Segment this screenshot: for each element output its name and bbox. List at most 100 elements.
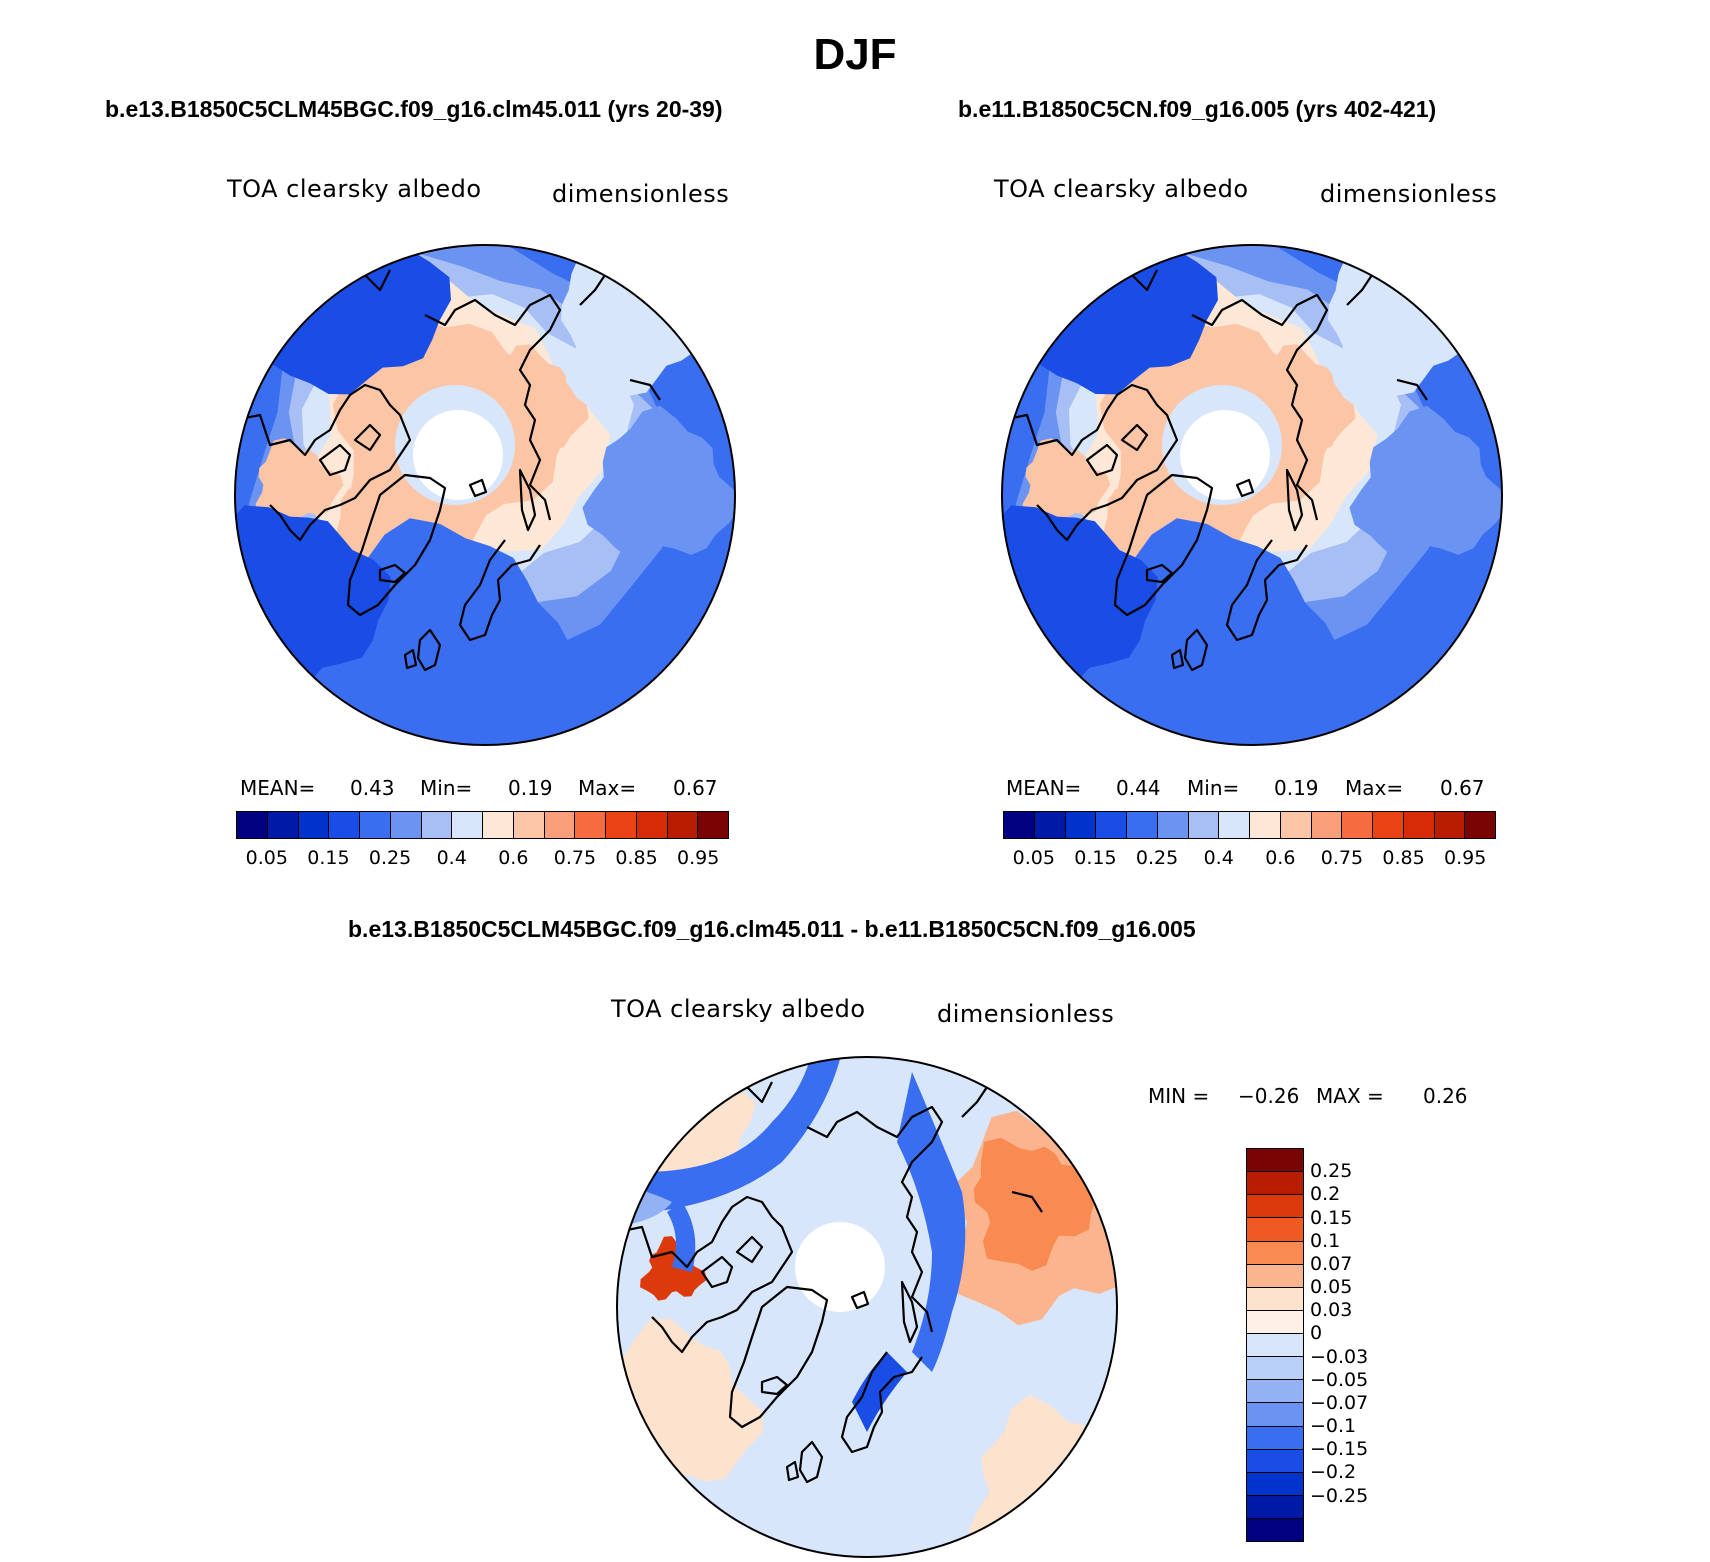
colorbar-tick-label: 0.15 bbox=[307, 847, 350, 869]
panel1-colorbar bbox=[236, 811, 729, 839]
colorbar-tick-label: 0.75 bbox=[1320, 847, 1364, 869]
colorbar-box bbox=[1247, 1334, 1303, 1358]
colorbar-tick-label: −0.25 bbox=[1310, 1484, 1369, 1507]
colorbar-tick-label: 0.4 bbox=[1203, 847, 1234, 869]
colorbar-box bbox=[329, 812, 360, 838]
colorbar-tick-label: −0.07 bbox=[1310, 1391, 1369, 1414]
colorbar-box bbox=[421, 812, 453, 838]
colorbar-box bbox=[1034, 812, 1066, 838]
colorbar-box bbox=[1434, 812, 1466, 838]
panel2-max-value: 0.67 bbox=[1440, 776, 1485, 800]
colorbar-box bbox=[1127, 812, 1158, 838]
colorbar-box bbox=[1311, 812, 1343, 838]
colorbar-box bbox=[1247, 1403, 1303, 1427]
colorbar-tick-label: −0.15 bbox=[1310, 1438, 1369, 1461]
colorbar-box bbox=[1247, 1172, 1303, 1196]
panel1-mean-value: 0.43 bbox=[350, 776, 395, 800]
colorbar-box bbox=[698, 812, 728, 838]
colorbar-tick-label: 0.25 bbox=[1310, 1160, 1353, 1183]
colorbar-tick-label: 0.85 bbox=[1382, 847, 1425, 869]
colorbar-box bbox=[1188, 812, 1220, 838]
colorbar-tick-label: 0.15 bbox=[1074, 847, 1117, 869]
colorbar-box bbox=[452, 812, 483, 838]
colorbar-box bbox=[1247, 1149, 1303, 1173]
colorbar-box bbox=[1247, 1195, 1303, 1219]
colorbar-box bbox=[1219, 812, 1250, 838]
panel1-mean-label: MEAN= bbox=[240, 776, 316, 800]
colorbar-box bbox=[1065, 812, 1097, 838]
colorbar-tick-label: 0.1 bbox=[1310, 1229, 1341, 1252]
panel2-case-title: b.e11.B1850C5CN.f09_g16.005 (yrs 402-421… bbox=[958, 96, 1437, 122]
colorbar-tick-label: 0.15 bbox=[1310, 1206, 1353, 1229]
panel1-case-title: b.e13.B1850C5CLM45BGC.f09_g16.clm45.011 … bbox=[105, 96, 723, 122]
diff-min-label: MIN = bbox=[1148, 1084, 1210, 1108]
panel2-colorbar bbox=[1003, 811, 1496, 839]
panel2-max-label: Max= bbox=[1345, 776, 1404, 800]
colorbar-box bbox=[1247, 1495, 1303, 1519]
colorbar-tick-label: 0.07 bbox=[1310, 1252, 1353, 1275]
diff-units-label: dimensionless bbox=[937, 1000, 1115, 1028]
diff-polar-map bbox=[616, 1056, 1118, 1558]
colorbar-tick-label: 0.95 bbox=[677, 847, 720, 869]
diff-min-value: −0.26 bbox=[1238, 1084, 1300, 1108]
colorbar-box bbox=[1004, 812, 1035, 838]
colorbar-box bbox=[544, 812, 576, 838]
panel1-max-label: Max= bbox=[578, 776, 637, 800]
colorbar-box bbox=[1096, 812, 1127, 838]
panel1-min-label: Min= bbox=[420, 776, 473, 800]
panel2-units-label: dimensionless bbox=[1320, 180, 1498, 208]
panel1-min-value: 0.19 bbox=[508, 776, 553, 800]
diff-variable-label: TOA clearsky albedo bbox=[611, 995, 866, 1023]
colorbar-box bbox=[483, 812, 514, 838]
colorbar-box bbox=[1247, 1449, 1303, 1473]
panel1-polar-map bbox=[234, 244, 736, 746]
colorbar-box bbox=[513, 812, 545, 838]
colorbar-box bbox=[1373, 812, 1404, 838]
colorbar-tick-label: 0.6 bbox=[1265, 847, 1296, 869]
colorbar-box bbox=[606, 812, 637, 838]
panel2-min-label: Min= bbox=[1187, 776, 1240, 800]
diff-title: b.e13.B1850C5CLM45BGC.f09_g16.clm45.011 … bbox=[348, 916, 1196, 942]
panel2-polar-map bbox=[1001, 244, 1503, 746]
colorbar-box bbox=[1250, 812, 1281, 838]
colorbar-box bbox=[1247, 1519, 1303, 1542]
colorbar-tick-label: 0.75 bbox=[553, 847, 597, 869]
colorbar-box bbox=[360, 812, 391, 838]
colorbar-box bbox=[1157, 812, 1189, 838]
colorbar-box bbox=[575, 812, 606, 838]
colorbar-box bbox=[390, 812, 422, 838]
colorbar-box bbox=[1465, 812, 1495, 838]
colorbar-box bbox=[1247, 1310, 1303, 1334]
diff-max-label: MAX = bbox=[1316, 1084, 1384, 1108]
colorbar-tick-label: 0.85 bbox=[615, 847, 658, 869]
colorbar-tick-label: −0.03 bbox=[1310, 1345, 1369, 1368]
colorbar-box bbox=[1247, 1241, 1303, 1265]
colorbar-tick-label: 0.6 bbox=[498, 847, 529, 869]
colorbar-tick-label: 0 bbox=[1310, 1322, 1323, 1345]
panel1-variable-label: TOA clearsky albedo bbox=[227, 175, 482, 203]
colorbar-tick-label: −0.2 bbox=[1310, 1461, 1357, 1484]
colorbar-box bbox=[1247, 1218, 1303, 1242]
colorbar-box bbox=[237, 812, 268, 838]
panel2-mean-value: 0.44 bbox=[1116, 776, 1161, 800]
panel2-variable-label: TOA clearsky albedo bbox=[994, 175, 1249, 203]
colorbar-box bbox=[1247, 1287, 1303, 1311]
colorbar-tick-label: 0.25 bbox=[1135, 847, 1179, 869]
figure-title: DJF bbox=[813, 30, 897, 79]
colorbar-box bbox=[636, 812, 668, 838]
colorbar-tick-label: −0.1 bbox=[1310, 1415, 1357, 1438]
colorbar-box bbox=[267, 812, 299, 838]
colorbar-tick-label: 0.05 bbox=[1012, 847, 1055, 869]
colorbar-box bbox=[1247, 1357, 1303, 1381]
colorbar-box bbox=[667, 812, 699, 838]
colorbar-tick-label: 0.25 bbox=[368, 847, 412, 869]
panel1-max-value: 0.67 bbox=[673, 776, 718, 800]
diff-max-value: 0.26 bbox=[1423, 1084, 1468, 1108]
colorbar-tick-label: 0.05 bbox=[245, 847, 288, 869]
colorbar-tick-label: 0.95 bbox=[1444, 847, 1487, 869]
diff-colorbar bbox=[1246, 1148, 1304, 1542]
colorbar-box bbox=[1280, 812, 1312, 838]
colorbar-box bbox=[1342, 812, 1373, 838]
colorbar-box bbox=[1247, 1380, 1303, 1404]
colorbar-tick-label: 0.05 bbox=[1310, 1276, 1353, 1299]
